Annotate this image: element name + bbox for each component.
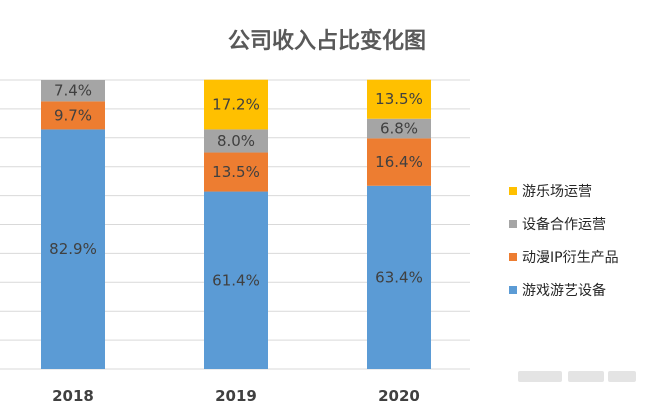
data-label: 7.4% bbox=[54, 82, 92, 100]
data-label: 16.4% bbox=[375, 153, 423, 171]
x-tick-label: 2018 bbox=[52, 387, 94, 405]
watermark bbox=[518, 371, 636, 382]
bar-segment bbox=[204, 129, 268, 153]
legend-swatch bbox=[509, 220, 517, 228]
bar-segment bbox=[367, 185, 431, 369]
bar-segment bbox=[367, 118, 431, 139]
bar-segment bbox=[41, 80, 105, 102]
data-label: 63.4% bbox=[375, 268, 423, 286]
x-tick-label: 2019 bbox=[215, 387, 257, 405]
bar-segment bbox=[367, 79, 431, 119]
data-label: 8.0% bbox=[217, 132, 255, 150]
segment-labels: 82.9% 9.7% 7.4% 61.4% 13.5% 8.0% 17.2% 63.4% 16.… bbox=[49, 82, 423, 290]
bar-segment bbox=[204, 79, 268, 130]
bar-segment bbox=[41, 101, 105, 130]
legend-entry: 游乐场运营 bbox=[522, 184, 592, 200]
chart-title: 公司收入占比变化图 bbox=[228, 28, 426, 54]
data-label: 82.9% bbox=[49, 240, 97, 258]
data-label: 13.5% bbox=[212, 163, 260, 181]
legend-swatch bbox=[509, 253, 517, 261]
data-label: 61.4% bbox=[212, 271, 260, 289]
data-label: 13.5% bbox=[375, 90, 423, 108]
bar-segment bbox=[204, 191, 268, 369]
legend-swatch bbox=[509, 286, 517, 294]
bar-segment bbox=[367, 138, 431, 186]
bars bbox=[41, 79, 431, 369]
bar-segment bbox=[204, 152, 268, 192]
x-axis-ticks: 2018 2019 2020 bbox=[52, 387, 420, 405]
legend-entry: 动漫IP衍生产品 bbox=[522, 250, 619, 266]
legend-entry: 游戏游艺设备 bbox=[522, 282, 606, 299]
x-tick-label: 2020 bbox=[378, 387, 420, 405]
legend-entry: 设备合作运营 bbox=[522, 216, 606, 233]
bar-segment bbox=[41, 129, 105, 369]
data-label: 17.2% bbox=[212, 96, 260, 114]
legend-swatch bbox=[509, 187, 517, 195]
data-label: 6.8% bbox=[380, 120, 418, 138]
data-label: 9.7% bbox=[54, 106, 92, 124]
